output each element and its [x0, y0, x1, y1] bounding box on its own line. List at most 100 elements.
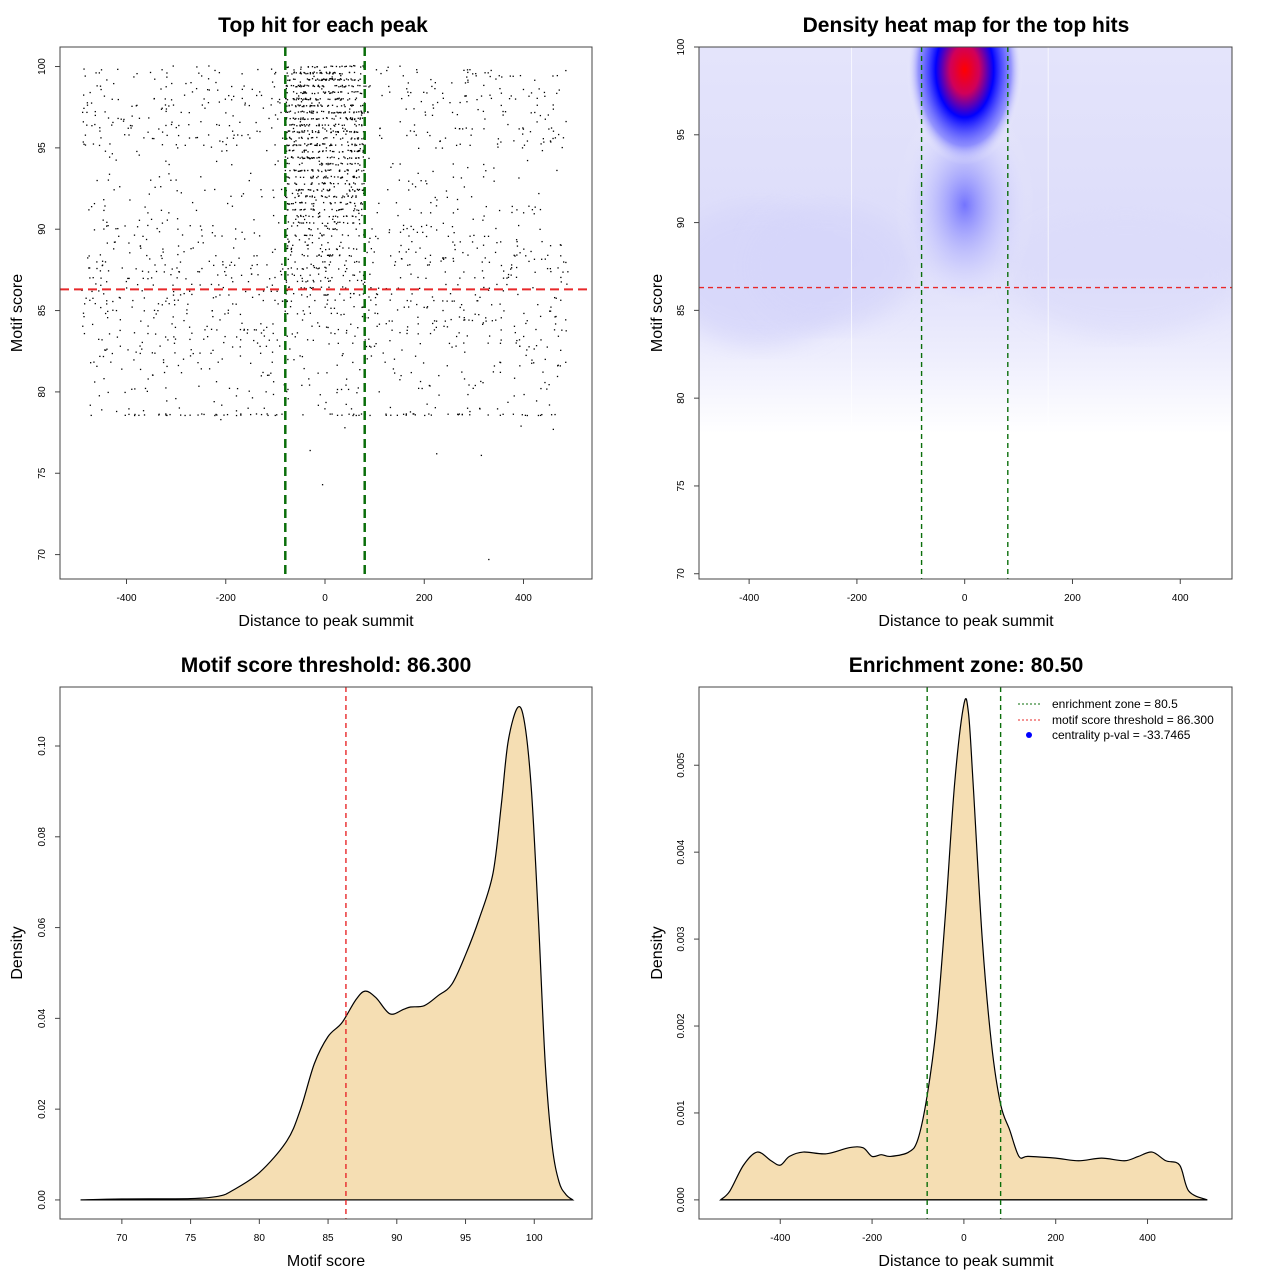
chart-title: Enrichment zone: 80.50 — [849, 654, 1084, 677]
scatter-point — [316, 189, 319, 191]
scatter-point — [305, 92, 308, 94]
scatter-point — [296, 313, 299, 315]
scatter-point — [287, 245, 289, 247]
scatter-point — [354, 162, 356, 165]
scatter-point — [410, 300, 412, 302]
scatter-point — [308, 215, 310, 217]
scatter-point — [533, 258, 536, 260]
scatter-point — [500, 264, 503, 267]
scatter-point — [154, 264, 156, 266]
scatter-point — [295, 140, 297, 142]
scatter-point — [288, 149, 291, 151]
scatter-point — [429, 261, 431, 263]
scatter-point — [352, 414, 354, 417]
scatter-point — [482, 244, 485, 246]
scatter-point — [358, 124, 360, 126]
scatter-point — [370, 355, 373, 357]
scatter-point — [353, 79, 355, 81]
x-tick-label: -400 — [739, 593, 759, 604]
chart-title: Density heat map for the top hits — [803, 14, 1130, 37]
scatter-point — [251, 264, 253, 267]
scatter-point — [87, 257, 89, 259]
scatter-point — [86, 124, 88, 126]
scatter-point — [83, 143, 85, 145]
scatter-point — [475, 72, 477, 75]
scatter-point — [320, 162, 323, 164]
scatter-point — [143, 297, 146, 299]
scatter-point — [402, 413, 405, 415]
scatter-point — [327, 105, 329, 107]
scatter-point — [132, 299, 134, 302]
scatter-point — [560, 349, 562, 351]
scatter-point — [352, 361, 354, 364]
scatter-point — [544, 95, 546, 97]
scatter-point — [329, 261, 332, 263]
scatter-point — [344, 86, 346, 88]
scatter-point — [467, 71, 469, 74]
scatter-point — [462, 128, 464, 130]
scatter-point — [271, 284, 274, 286]
x-tick-label: 400 — [1139, 1233, 1156, 1244]
scatter-point — [318, 118, 320, 120]
scatter-point — [328, 264, 330, 266]
scatter-point — [425, 180, 427, 182]
scatter-point — [304, 170, 306, 172]
scatter-point — [109, 143, 111, 145]
scatter-point — [361, 214, 363, 217]
scatter-point — [425, 224, 428, 226]
scatter-point — [296, 215, 298, 217]
scatter-point — [177, 253, 179, 256]
scatter-point — [161, 144, 164, 146]
plot-frame — [698, 686, 1233, 1220]
scatter-point — [309, 105, 311, 108]
scatter-point — [361, 124, 363, 126]
scatter-point — [174, 326, 177, 329]
scatter-point — [454, 127, 457, 129]
scatter-point — [429, 385, 431, 387]
scatter-point — [90, 206, 93, 208]
scatter-point — [438, 374, 440, 377]
scatter-point — [285, 87, 288, 90]
scatter-point — [318, 125, 320, 127]
scatter-point — [481, 270, 484, 272]
heatmap-tail — [894, 95, 1035, 316]
scatter-point — [431, 85, 433, 88]
scatter-point — [311, 234, 314, 237]
scatter-point — [396, 309, 399, 311]
scatter-point — [476, 300, 478, 302]
scatter-point — [301, 294, 303, 296]
scatter-point — [500, 92, 503, 94]
scatter-point — [294, 105, 297, 107]
scatter-point — [190, 248, 192, 250]
scatter-point — [271, 97, 273, 100]
scatter-point — [221, 150, 223, 152]
scatter-point — [362, 293, 365, 295]
x-tick-label: -200 — [862, 1233, 882, 1244]
scatter-point — [309, 157, 311, 160]
scatter-point — [525, 354, 527, 357]
scatter-point — [354, 79, 356, 81]
scatter-point — [485, 205, 487, 208]
scatter-point — [133, 332, 136, 334]
scatter-point — [550, 414, 553, 416]
scatter-point — [340, 241, 342, 244]
scatter-point — [312, 157, 315, 159]
scatter-point — [368, 296, 370, 298]
scatter-point — [331, 117, 333, 120]
scatter-point — [350, 255, 352, 257]
scatter-point — [297, 118, 300, 120]
scatter-point — [472, 73, 474, 75]
scatter-point — [541, 413, 543, 416]
scatter-point — [343, 196, 346, 198]
scatter-point — [226, 202, 229, 205]
scatter-point — [356, 137, 359, 139]
scatter-point — [99, 270, 102, 272]
scatter-point — [335, 65, 338, 68]
scatter-point — [307, 79, 310, 81]
scatter-point — [353, 64, 355, 67]
scatter-point — [350, 131, 352, 133]
scatter-point — [335, 164, 337, 166]
scatter-point — [469, 410, 471, 413]
scatter-point — [311, 112, 313, 114]
scatter-point — [81, 111, 84, 114]
